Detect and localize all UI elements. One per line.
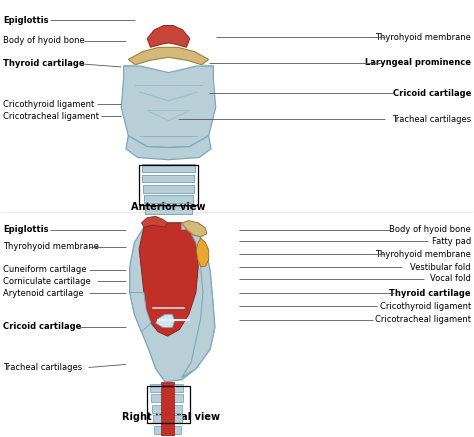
Polygon shape: [150, 384, 183, 392]
Text: Laryngeal prominence: Laryngeal prominence: [365, 58, 471, 67]
Text: Cricotracheal ligament: Cricotracheal ligament: [375, 315, 471, 324]
Polygon shape: [142, 216, 167, 227]
Polygon shape: [156, 314, 174, 327]
Polygon shape: [143, 174, 194, 182]
Text: Thyroid cartilage: Thyroid cartilage: [389, 289, 471, 298]
Text: Arytenoid cartilage: Arytenoid cartilage: [3, 289, 84, 298]
Polygon shape: [128, 47, 209, 65]
Polygon shape: [145, 195, 192, 203]
Text: Thyrohyoid membrane: Thyrohyoid membrane: [375, 250, 471, 259]
Text: Vestibular fold: Vestibular fold: [410, 263, 471, 272]
Text: Cricoid cartilage: Cricoid cartilage: [3, 322, 82, 331]
Text: Thyroid cartilage: Thyroid cartilage: [3, 59, 85, 68]
Polygon shape: [146, 206, 191, 214]
Text: Epiglottis: Epiglottis: [3, 16, 48, 25]
Polygon shape: [126, 136, 211, 160]
Text: Cricothyroid ligament: Cricothyroid ligament: [380, 302, 471, 311]
Polygon shape: [144, 185, 193, 193]
Polygon shape: [130, 292, 151, 332]
Polygon shape: [153, 416, 182, 423]
Text: Epiglottis: Epiglottis: [3, 225, 48, 234]
Text: Fatty pad: Fatty pad: [432, 237, 471, 246]
Polygon shape: [139, 223, 198, 336]
Polygon shape: [121, 66, 216, 148]
Text: Body of hyoid bone: Body of hyoid bone: [3, 36, 85, 45]
Text: Cricotracheal ligament: Cricotracheal ligament: [3, 111, 99, 121]
Text: Body of hyoid bone: Body of hyoid bone: [389, 225, 471, 234]
Text: Tracheal cartilages: Tracheal cartilages: [3, 363, 82, 372]
Text: Thyrohyoid membrane: Thyrohyoid membrane: [3, 242, 99, 251]
Polygon shape: [151, 395, 182, 402]
Polygon shape: [147, 25, 190, 47]
Text: Thyrohyoid membrane: Thyrohyoid membrane: [375, 33, 471, 42]
Polygon shape: [142, 164, 195, 172]
Text: Cricothyroid ligament: Cricothyroid ligament: [3, 100, 94, 109]
Polygon shape: [130, 223, 215, 382]
Polygon shape: [152, 405, 182, 413]
Polygon shape: [182, 223, 215, 378]
Bar: [139, 165, 198, 205]
Text: Cuneiform cartilage: Cuneiform cartilage: [3, 265, 87, 274]
Text: Tracheal cartilages: Tracheal cartilages: [392, 114, 471, 124]
Polygon shape: [161, 382, 173, 436]
Bar: [147, 386, 190, 423]
Text: Anterior view: Anterior view: [131, 202, 206, 212]
Text: Cricoid cartilage: Cricoid cartilage: [392, 89, 471, 97]
Polygon shape: [154, 426, 181, 434]
Polygon shape: [182, 221, 207, 237]
Text: Right lateral view: Right lateral view: [122, 412, 220, 422]
Text: Corniculate cartilage: Corniculate cartilage: [3, 277, 91, 286]
Text: Vocal fold: Vocal fold: [430, 274, 471, 283]
Polygon shape: [196, 238, 209, 267]
